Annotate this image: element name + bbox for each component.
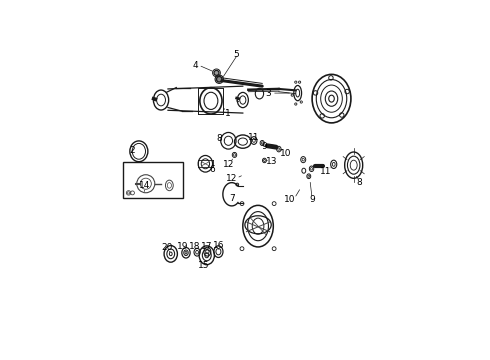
Text: 20: 20 <box>161 243 172 252</box>
Text: 10: 10 <box>284 195 295 204</box>
Text: 18: 18 <box>189 242 201 251</box>
Text: 7: 7 <box>229 194 235 203</box>
Text: 3: 3 <box>266 89 271 98</box>
Text: 12: 12 <box>226 174 238 183</box>
Circle shape <box>217 76 222 82</box>
Text: 10: 10 <box>280 149 292 158</box>
Text: 1: 1 <box>225 109 230 118</box>
Text: 12: 12 <box>223 160 234 169</box>
Text: 9: 9 <box>309 195 315 204</box>
Text: 8: 8 <box>216 134 222 143</box>
Text: 14: 14 <box>139 181 150 190</box>
Text: 8: 8 <box>356 178 362 187</box>
Text: 11: 11 <box>248 133 259 142</box>
Text: 4: 4 <box>193 60 198 69</box>
Text: 11: 11 <box>320 167 332 176</box>
Text: 9: 9 <box>261 142 267 151</box>
Text: 15: 15 <box>198 261 210 270</box>
Text: 17: 17 <box>200 242 212 251</box>
Text: 13: 13 <box>267 157 278 166</box>
Text: 6: 6 <box>209 165 215 174</box>
Text: 2: 2 <box>130 146 135 155</box>
Text: 19: 19 <box>177 242 189 251</box>
Bar <box>123 162 183 198</box>
Text: 5: 5 <box>234 50 239 59</box>
Text: 16: 16 <box>213 240 224 249</box>
Circle shape <box>214 70 219 75</box>
